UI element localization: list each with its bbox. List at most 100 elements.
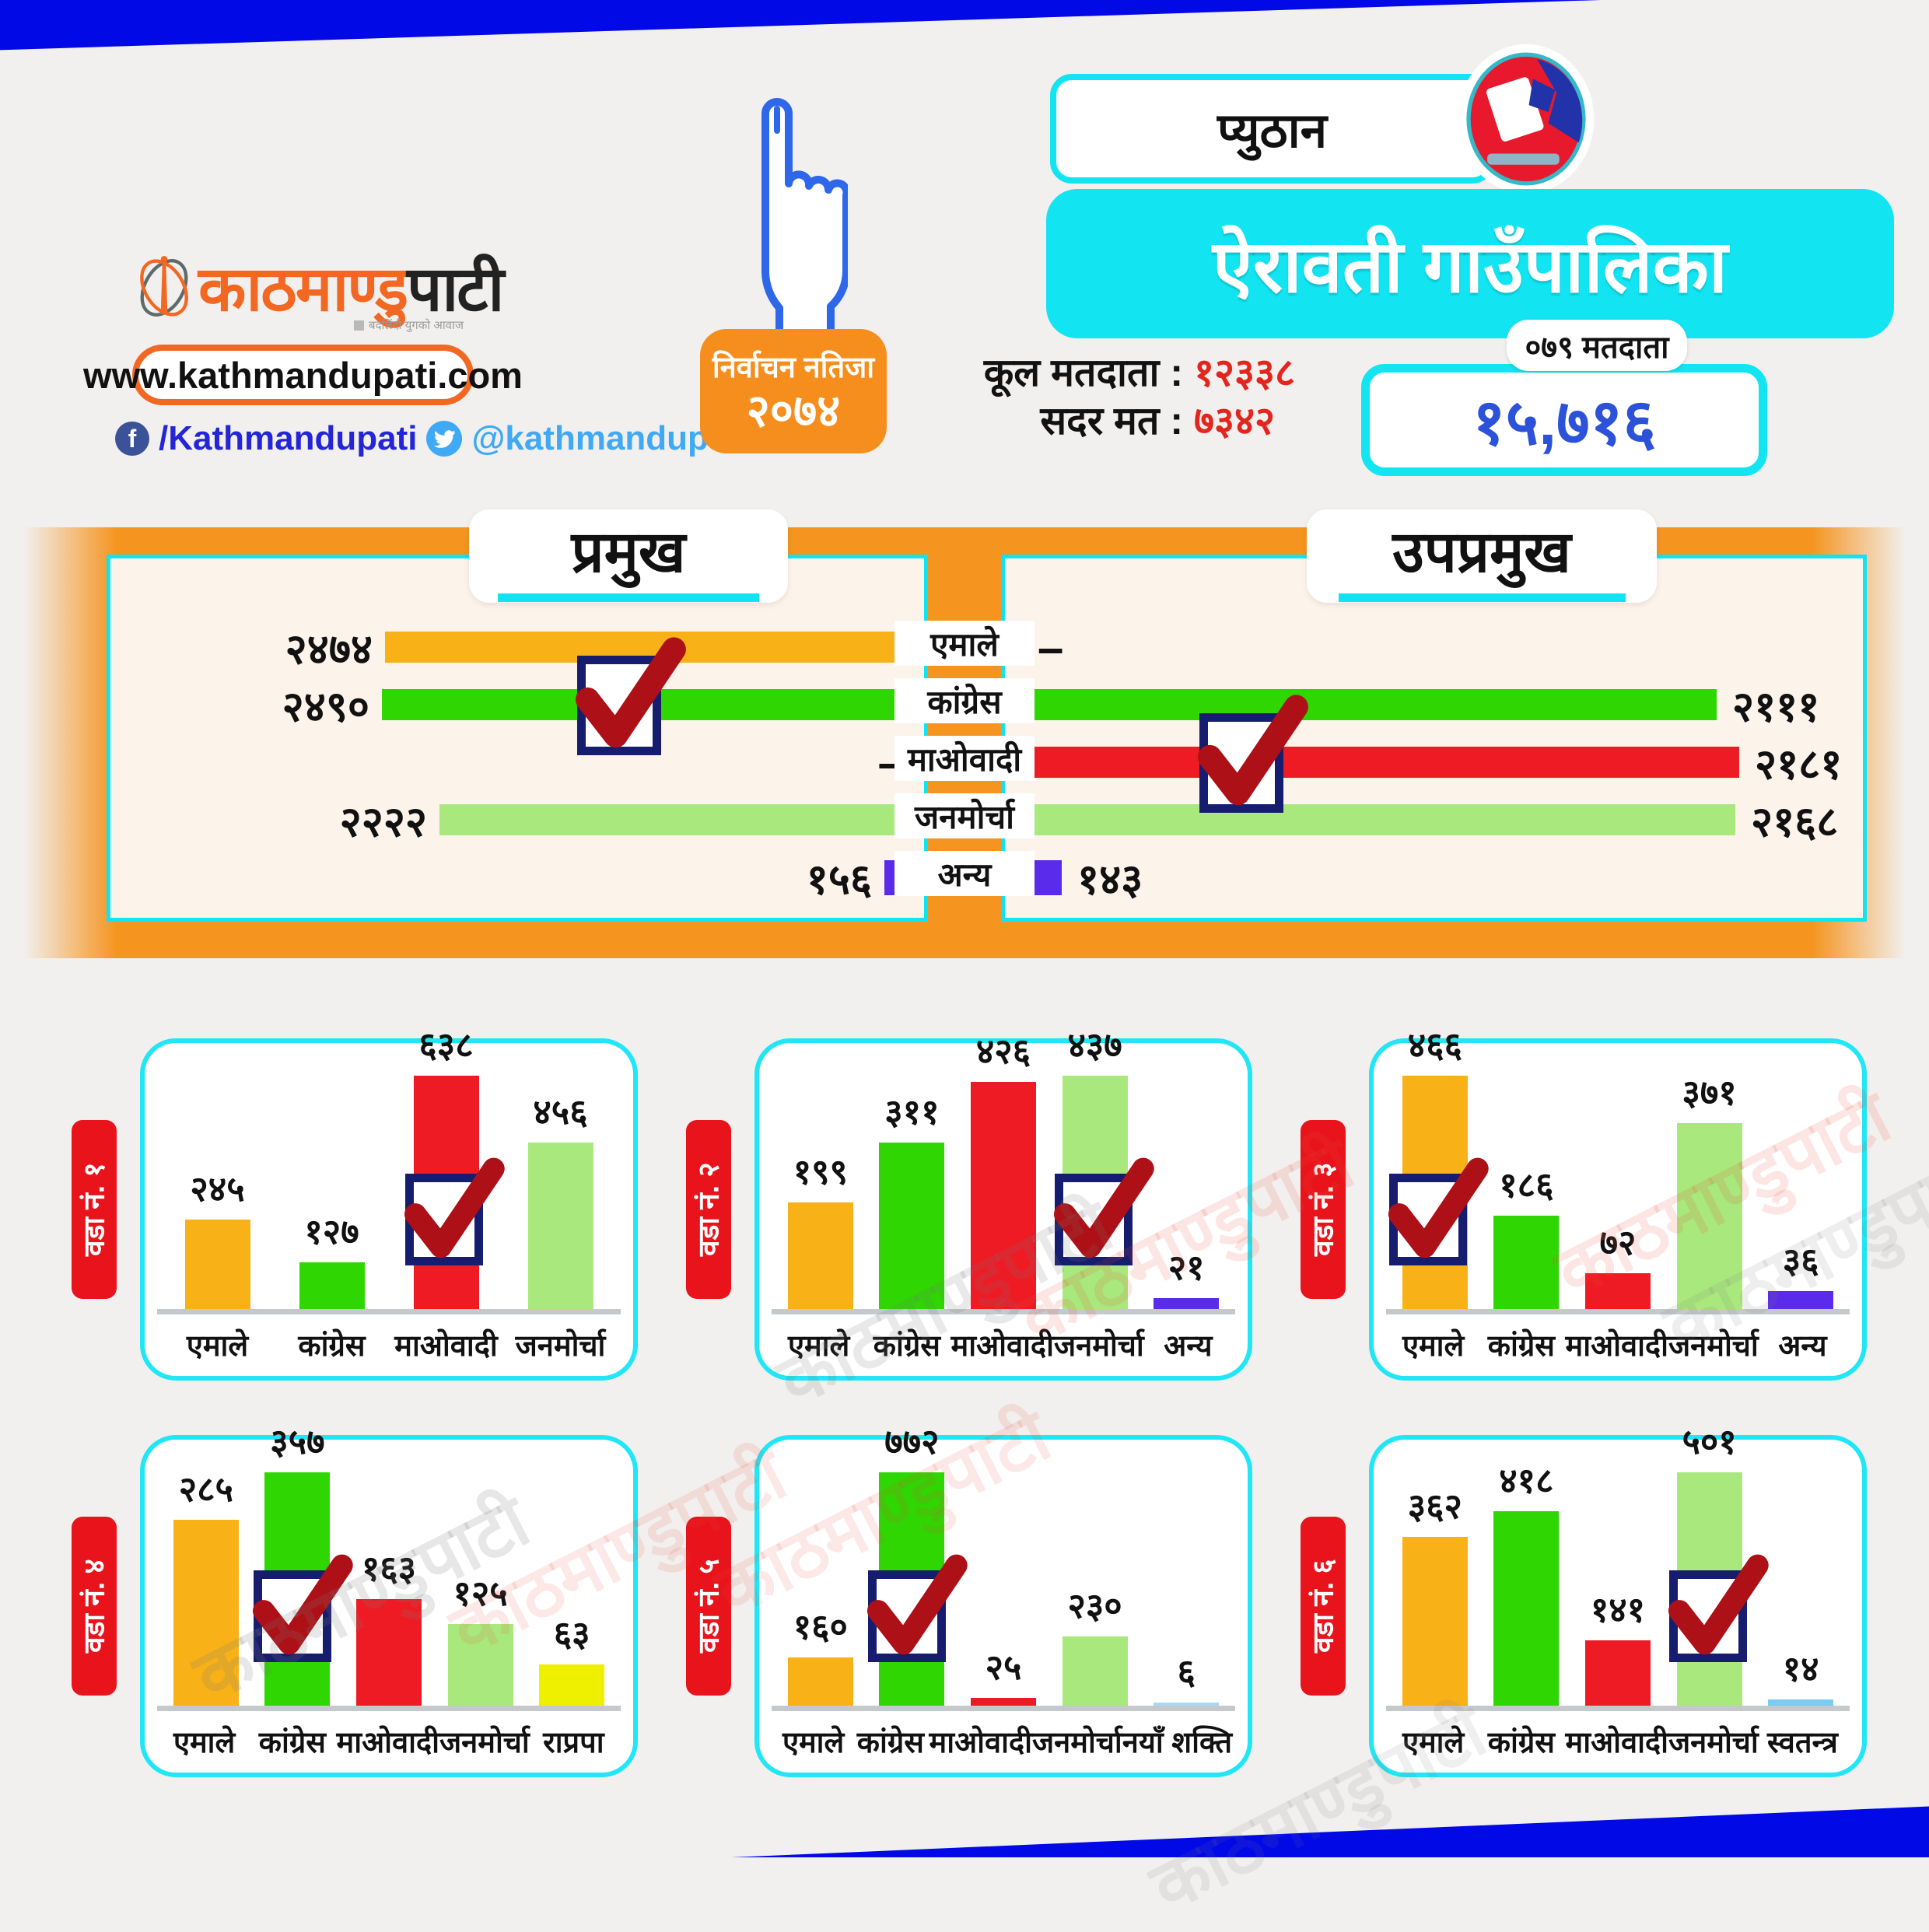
race-party-label: जनमोर्चा <box>894 793 1035 838</box>
winner-checkmark-icon <box>576 637 687 755</box>
race-party-label: माओवादी <box>894 736 1035 781</box>
chief-vote-value: २२२२ <box>339 799 427 845</box>
voters-079-count: १५,७१६ <box>1361 364 1767 476</box>
ward-bar-value: ६३८ <box>418 1025 474 1065</box>
ward-bars: ३६२ ४१८ १४१ ५०१ १४ <box>1389 1422 1847 1706</box>
winner-checkmark-icon <box>867 1554 968 1662</box>
winner-checkmark-icon <box>1198 695 1309 813</box>
ward-bar-value: २८५ <box>178 1469 233 1509</box>
chief-vote-bar <box>439 804 919 835</box>
ballot-box-icon <box>1458 44 1595 194</box>
race-party-label: अन्य <box>894 851 1035 896</box>
chief-deputy-race-section: २४७४ २४९०–२२२२ १५६ –२१११ २१८१ २१६८ १४३ प्रमुख… <box>23 509 1906 958</box>
ward-bar-value: ७७२ <box>884 1422 940 1461</box>
ward-bar-value: ४६६ <box>1407 1025 1462 1065</box>
ward-bar <box>173 1520 239 1706</box>
ward-bar <box>1493 1511 1560 1706</box>
website-link[interactable]: www.kathmandupati.com <box>83 345 523 405</box>
ward-bar <box>539 1664 605 1706</box>
ward-bar-value: ३६ <box>1782 1241 1819 1280</box>
race-party-label: कांग्रेस <box>894 678 1035 723</box>
ward-bar <box>787 1202 853 1309</box>
ward-axis-label: अन्य <box>1778 1330 1827 1363</box>
ward-bar-slot: २४५ <box>160 1164 275 1309</box>
facebook-icon[interactable]: f <box>115 422 149 456</box>
ward-bar-value: २४५ <box>190 1169 245 1209</box>
ward-bar-value: १४ <box>1782 1649 1819 1689</box>
ward-axis-label: जनमोर्चा <box>1668 1727 1759 1759</box>
deputy-vote-bar <box>1027 804 1735 835</box>
winner-checkmark-icon <box>1668 1554 1770 1662</box>
ward-axis-label: माओवादी <box>336 1727 439 1759</box>
ward-bar <box>1768 1699 1834 1706</box>
logo-globe-icon <box>140 255 188 317</box>
ward-chart-panel: ४६६ १८६ ७२ ३७१ ३६ एमाले कांग्रेस माओवादी जनमोर्च… <box>1369 1025 1867 1381</box>
total-voters-value: १२३३८ <box>1194 351 1295 394</box>
deputy-race-row: – <box>1027 618 1863 676</box>
ward-charts-grid: वडा नं. १ २४५ १२७ ६३८ ४५६ एमाले कांग्रेस माओवाद… <box>72 1025 1867 1777</box>
ward-bar <box>879 1143 945 1309</box>
winner-checkmark-icon <box>404 1157 506 1265</box>
ward-bar <box>1493 1216 1560 1309</box>
ward-axis-label: जनमोर्चा <box>1031 1727 1122 1759</box>
deputy-vote-bar <box>1027 689 1717 720</box>
ward-bar-slot: ४५६ <box>503 1087 618 1309</box>
ward-bar-slot: ६ <box>1140 1647 1232 1706</box>
ward-axis-label: माओवादी <box>394 1330 498 1363</box>
deputy-vote-value: १४३ <box>1077 856 1143 903</box>
ward-axis-label: एमाले <box>1402 1330 1465 1363</box>
ward-axis-labels: एमाले कांग्रेस माओवादी जनमोर्चा अन्य <box>775 1325 1232 1365</box>
ward-axis-label: कांग्रेस <box>1487 1330 1555 1363</box>
ward-bar <box>1154 1298 1220 1309</box>
voter-stats: कूल मतदाता : १२३३८ सदर मत : ७३४२ <box>906 348 1342 445</box>
ward-bar <box>527 1143 593 1309</box>
ward-number-tab: वडा नं. ४ <box>72 1517 117 1696</box>
ward-bars: २४५ १२७ ६३८ ४५६ <box>160 1025 618 1309</box>
ward-axis-label: एमाले <box>787 1330 850 1363</box>
twitter-icon[interactable] <box>426 421 463 457</box>
deputy-vote-value: २१११ <box>1732 684 1820 730</box>
deputy-race-row: २१११ <box>1027 676 1863 733</box>
logo-text-orange: काठमाण्डु <box>198 254 408 324</box>
ward-axis-label: एमाले <box>186 1330 249 1363</box>
ward-bar-value: ३७१ <box>1682 1073 1737 1112</box>
tagline-square-icon <box>354 320 364 331</box>
ward-bar <box>355 1599 422 1706</box>
ward-bar-slot: ६३ <box>526 1609 618 1706</box>
ward-axis-label: नयाँ शक्ति <box>1122 1727 1233 1759</box>
ward-bar-slot: ३७१ <box>1664 1068 1756 1309</box>
ward-bar-value: ३५७ <box>270 1422 325 1461</box>
ward-axis-label: जनमोर्चा <box>1668 1330 1759 1363</box>
ward-bar-slot: २५ <box>957 1643 1049 1706</box>
ward-axis-label: कांग्रेस <box>1487 1727 1555 1759</box>
ward-bar-value: २५ <box>985 1647 1022 1687</box>
ward-bar-slot: १९९ <box>775 1147 866 1309</box>
ward-bar-value: ५०१ <box>1682 1422 1737 1461</box>
ward-axis-label: कांग्रेस <box>873 1330 940 1363</box>
ward-bar-value: ६ <box>1177 1652 1196 1692</box>
ward-bar-value: ४५६ <box>533 1092 588 1132</box>
ward-number-tab: वडा नं. ५ <box>686 1517 731 1696</box>
ward-bar-slot: १८६ <box>1481 1160 1573 1309</box>
ward-baseline <box>157 1706 621 1711</box>
ward-bar-slot: ३६२ <box>1389 1482 1481 1706</box>
deputy-race-row: २१८१ <box>1027 733 1863 791</box>
ward-bar-value: १९९ <box>793 1152 848 1192</box>
ward-bar-value: १६० <box>793 1607 848 1647</box>
winner-checkmark-icon <box>253 1554 354 1662</box>
ward-bar-slot: ७२ <box>1572 1218 1664 1309</box>
district-badge: प्युठान <box>1050 74 1494 184</box>
ward-axis-label: अन्य <box>1164 1330 1213 1363</box>
ward-baseline <box>157 1309 621 1314</box>
tagline-text: बदलिंदो युगको आवाज <box>369 319 464 332</box>
ward-chart-panel: २४५ १२७ ६३८ ४५६ एमाले कांग्रेस माओवादी जनमोर्चा <box>140 1025 638 1381</box>
voting-hand-icon <box>761 98 848 345</box>
ward-bar-value: १८६ <box>1499 1165 1554 1205</box>
logo-tagline: बदलिंदो युगको आवाज <box>354 317 464 333</box>
ward-axis-label: जनमोर्चा <box>439 1727 530 1759</box>
ward-bar <box>1402 1537 1468 1706</box>
chief-vote-value: २४७४ <box>285 626 373 673</box>
facebook-handle[interactable]: /Kathmandupati <box>159 419 418 457</box>
chief-title: प्रमुख <box>469 509 788 603</box>
winner-checkmark-icon <box>1388 1157 1490 1265</box>
